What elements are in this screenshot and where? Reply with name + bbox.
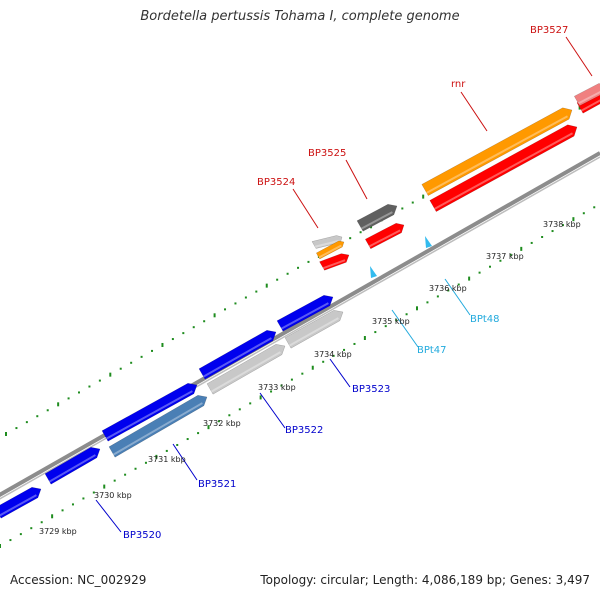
leader-bp3527 [565,36,593,77]
gene-label-bp3522[interactable]: BP3522 [285,425,323,436]
gene-label-bp3523[interactable]: BP3523 [352,384,390,395]
label-leader-lines [95,36,593,533]
scale-label: 3733 kbp [258,383,296,392]
gene-bp3523 [276,295,334,332]
gene-label-bp3524[interactable]: BP3524 [257,177,295,188]
gene-bp3520 [0,487,42,519]
gene-bp3522 [198,330,277,380]
backbone-line [0,151,600,498]
gene-bp3525-shine [361,211,393,230]
scale-label: 3731 kbp [148,455,186,464]
trna-bpt47-marker [370,266,377,278]
gene-bp3522-shine [202,337,272,378]
gene-rnr-shine [426,115,569,194]
scale-labels: 3729 kbp 3730 kbp 3731 kbp 3732 kbp 3733… [39,220,581,536]
gene-bp3524-c-shine [322,259,346,270]
gene-label-bp3525[interactable]: BP3525 [308,148,346,159]
gene-label-bpt47[interactable]: BPt47 [417,345,447,356]
gene-rnr [421,107,573,196]
scale-label: 3734 kbp [314,350,352,359]
gene-bp3527 [573,82,600,107]
leader-bp3524 [292,188,319,229]
gene-label-bpt48[interactable]: BPt48 [470,314,500,325]
gene-bp3520b-shine [48,454,96,483]
scale-label: 3736 kbp [429,284,467,293]
gene-labels: BP3524 BP3525 rnr BP3527 BP3520 BP3521 B… [123,25,568,541]
topology-text: Topology: circular; Length: 4,086,189 bp… [260,573,590,587]
gene-bp3520-shine [0,494,37,517]
scale-label: 3732 kbp [203,419,241,428]
scale-label: 3729 kbp [39,527,77,536]
leader-rnr [460,91,488,132]
gene-features [0,82,600,519]
gene-bp3525 [356,204,398,232]
tick-marks [0,100,596,548]
page-title: Bordetella pertussis Tohama I, complete … [140,9,460,24]
gene-label-bp3521[interactable]: BP3521 [198,479,236,490]
leader-bp3522 [259,392,286,429]
genome-backbone [0,151,600,500]
leader-bp3520 [95,499,122,533]
leader-bp3521 [172,443,198,481]
gene-bp3523-shine [281,302,329,330]
leader-bpt48 [444,278,471,316]
scale-label: 3735 kbp [372,317,410,326]
gene-bp3524-b-shine [318,244,342,259]
backbone-shadow [0,156,600,500]
gene-bp3524-b [315,240,345,260]
trna-bpt48-marker [425,236,432,248]
gene-label-bp3520[interactable]: BP3520 [123,530,161,541]
scale-label: 3730 kbp [94,491,132,500]
gene-bp3521-inner-shine [112,402,203,456]
gene-rnr-red-shine [434,132,574,210]
gene-rnr-red [429,124,578,212]
gene-bp3522-inner-shine [210,351,281,393]
gene-bp3520b [44,447,101,485]
scale-label: 3738 kbp [543,220,581,229]
gene-bp3524-c [319,253,350,271]
gene-bp3525-b [364,222,405,250]
leader-bpt47 [391,309,419,348]
gene-bp3523-inner-shine [288,317,339,347]
accession-text: Accession: NC_002929 [10,573,147,587]
leader-bp3525 [345,159,368,200]
gene-bp3521 [101,383,198,442]
gene-bp3525-b-shine [368,229,401,248]
gene-bp3521-inner [108,395,208,458]
scale-label: 3737 kbp [486,252,524,261]
gene-label-bp3527[interactable]: BP3527 [530,25,568,36]
gene-bp3524-a-shine [314,239,340,248]
gene-label-rnr[interactable]: rnr [451,79,466,90]
leader-bp3523 [329,358,351,388]
gene-bp3523-inner [284,310,344,349]
gene-bp3527-shine [577,91,600,105]
gene-bp3521-shine [106,390,193,440]
gene-bp3522-inner [206,344,286,395]
